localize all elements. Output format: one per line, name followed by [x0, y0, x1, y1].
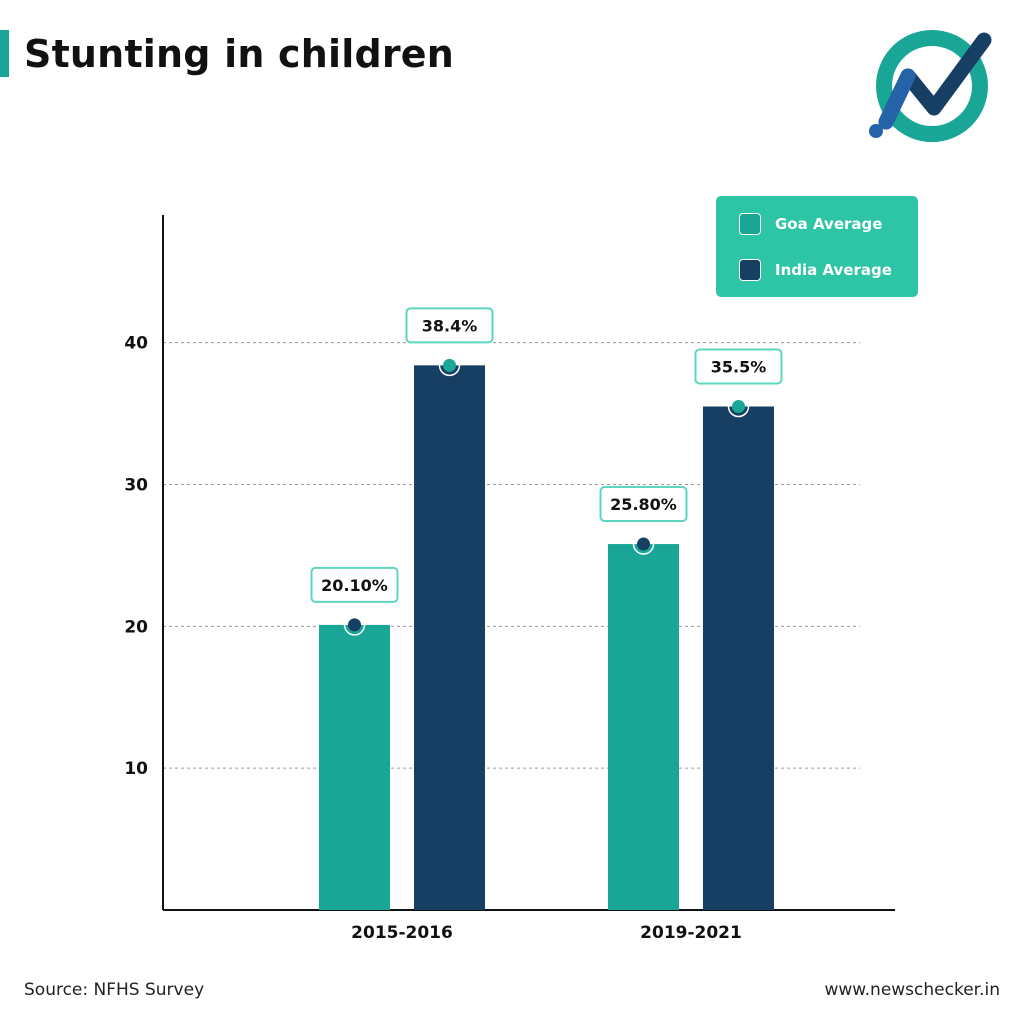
legend-label-india: India Average: [775, 261, 892, 279]
data-marker: [732, 399, 745, 413]
data-label: 38.4%: [422, 316, 478, 335]
bar-india: [414, 365, 485, 910]
bar-goa: [608, 544, 679, 910]
source-note: Source: NFHS Survey: [24, 980, 205, 1000]
y-tick-label: 30: [124, 475, 148, 495]
x-tick-label: 2015-2016: [351, 923, 453, 943]
data-marker: [637, 537, 650, 551]
legend-swatch-goa: [739, 213, 761, 235]
y-tick-label: 20: [124, 617, 148, 637]
legend-swatch-india: [739, 259, 761, 281]
data-marker-ring: [343, 614, 366, 636]
data-label: 35.5%: [711, 357, 767, 376]
legend-label-goa: Goa Average: [775, 215, 883, 233]
x-tick-label: 2019-2021: [640, 923, 742, 943]
legend-item-goa: Goa Average: [739, 211, 882, 237]
data-label-box: [405, 307, 494, 344]
data-label-box: [310, 566, 399, 603]
data-marker-ring: [632, 533, 655, 555]
data-marker: [348, 618, 361, 632]
data-label: 20.10%: [321, 576, 388, 595]
data-marker-ring: [727, 395, 750, 418]
y-tick-label: 40: [124, 334, 148, 354]
legend-item-india: India Average: [739, 257, 892, 283]
y-tick-label: 10: [124, 759, 148, 779]
website-link[interactable]: www.newschecker.in: [824, 980, 1000, 1000]
data-label-box: [599, 486, 688, 523]
data-marker: [443, 358, 456, 372]
data-label-box: [694, 348, 783, 385]
page-title: Stunting in children: [24, 32, 455, 76]
newschecker-logo-icon: [869, 30, 992, 142]
bar-india: [703, 406, 774, 910]
data-label: 25.80%: [610, 495, 677, 514]
bar-goa: [319, 624, 390, 910]
title-accent-bar: [0, 30, 9, 77]
data-marker-ring: [438, 354, 461, 377]
